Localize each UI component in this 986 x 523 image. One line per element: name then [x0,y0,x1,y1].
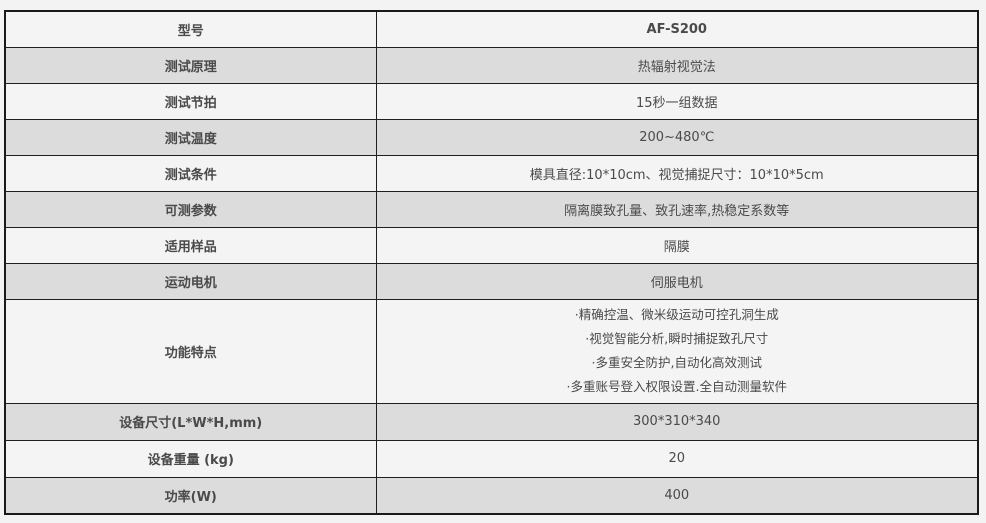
spec-label-power: 功率(W) [4,476,377,515]
table-row: 设备重量 (kg) 20 [4,439,979,478]
table-row: 运动电机 伺服电机 [4,262,979,300]
spec-label-principle: 测试原理 [4,46,377,84]
table-row: 测试温度 200~480℃ [4,118,979,156]
spec-value-weight: 20 [375,439,979,478]
spec-label-dimensions: 设备尺寸(L*W*H,mm) [4,402,377,441]
feature-line: ·精确控温、微米级运动可控孔洞生成 [574,307,779,322]
spec-value-conditions: 模具直径:10*10cm、视觉捕捉尺寸：10*10*5cm [375,154,979,192]
spec-table: 型号 AF-S200 测试原理 热辐射视觉法 测试节拍 15秒一组数据 测试温度… [4,10,979,515]
spec-value-features: ·精确控温、微米级运动可控孔洞生成 ·视觉智能分析,瞬时捕捉致孔尺寸 ·多重安全… [375,298,979,404]
spec-label-cycle: 测试节拍 [4,82,377,120]
spec-value-motor: 伺服电机 [375,262,979,300]
spec-label-features: 功能特点 [4,298,377,404]
spec-label-model: 型号 [4,10,377,48]
table-row: 功能特点 ·精确控温、微米级运动可控孔洞生成 ·视觉智能分析,瞬时捕捉致孔尺寸 … [4,298,979,404]
spec-value-samples: 隔膜 [375,226,979,264]
spec-label-temperature: 测试温度 [4,118,377,156]
spec-value-model: AF-S200 [375,10,979,48]
table-row: 测试原理 热辐射视觉法 [4,46,979,84]
spec-value-principle: 热辐射视觉法 [375,46,979,84]
feature-line: ·视觉智能分析,瞬时捕捉致孔尺寸 [585,331,769,346]
spec-value-dimensions: 300*310*340 [375,402,979,441]
spec-value-parameters: 隔离膜致孔量、致孔速率,热稳定系数等 [375,190,979,228]
spec-label-conditions: 测试条件 [4,154,377,192]
table-row: 型号 AF-S200 [4,10,979,48]
feature-line: ·多重安全防护,自动化高效测试 [591,355,762,370]
table-row: 测试节拍 15秒一组数据 [4,82,979,120]
feature-line: ·多重账号登入权限设置.全自动测量软件 [566,379,787,394]
spec-label-samples: 适用样品 [4,226,377,264]
spec-label-parameters: 可测参数 [4,190,377,228]
spec-label-weight: 设备重量 (kg) [4,439,377,478]
table-row: 适用样品 隔膜 [4,226,979,264]
spec-label-motor: 运动电机 [4,262,377,300]
table-row: 测试条件 模具直径:10*10cm、视觉捕捉尺寸：10*10*5cm [4,154,979,192]
spec-value-power: 400 [375,476,979,515]
table-row: 可测参数 隔离膜致孔量、致孔速率,热稳定系数等 [4,190,979,228]
spec-value-cycle: 15秒一组数据 [375,82,979,120]
table-row: 功率(W) 400 [4,476,979,515]
spec-value-temperature: 200~480℃ [375,118,979,156]
table-row: 设备尺寸(L*W*H,mm) 300*310*340 [4,402,979,441]
